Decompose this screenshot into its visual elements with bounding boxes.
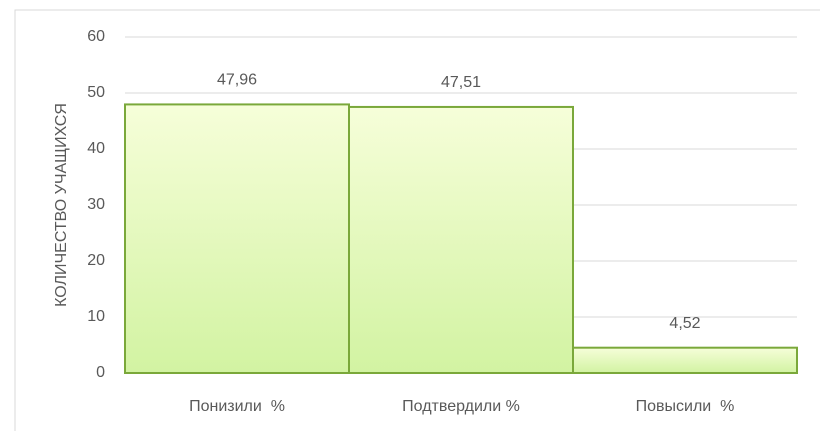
y-tick-label: 60 [87, 28, 105, 45]
y-tick-label: 30 [87, 196, 105, 213]
y-axis-label: КОЛИЧЕСТВО УЧАЩИХСЯ [53, 103, 70, 307]
x-tick-label: Понизили % [189, 398, 285, 415]
x-tick-label: Повысили % [636, 398, 735, 415]
bar [348, 105, 574, 374]
y-tick-label: 10 [87, 308, 105, 325]
y-tick-label: 40 [87, 140, 105, 157]
y-tick-label: 20 [87, 252, 105, 269]
data-label: 4,52 [669, 315, 700, 332]
data-label: 47,51 [441, 74, 481, 91]
frame [14, 9, 820, 431]
y-tick-label: 50 [87, 84, 105, 101]
data-label: 47,96 [217, 72, 257, 89]
x-tick-label: Подтвердили % [402, 398, 520, 415]
bar [572, 346, 798, 374]
bar [124, 103, 350, 374]
y-tick-label: 0 [96, 364, 105, 381]
